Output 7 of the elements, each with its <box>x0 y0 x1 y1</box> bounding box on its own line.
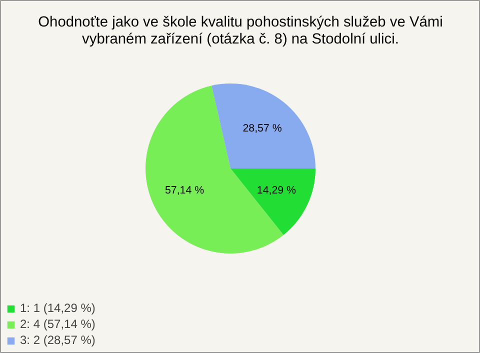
data-label: 14,29 % <box>256 184 297 197</box>
data-label: 57,14 % <box>164 184 205 197</box>
legend-label: 3: 2 (28,57 %) <box>20 333 96 347</box>
chart-title: Ohodnoťte jako ve škole kvalitu pohostinských služeb ve Vámi vybraném zařízení (otázka č. 8) na Stodolní ulici. <box>38 14 443 48</box>
legend-label: 2: 4 (57,14 %) <box>20 317 96 331</box>
data-label: 28,57 % <box>242 122 282 135</box>
legend-label: 1: 1 (14,29 %) <box>20 301 96 315</box>
